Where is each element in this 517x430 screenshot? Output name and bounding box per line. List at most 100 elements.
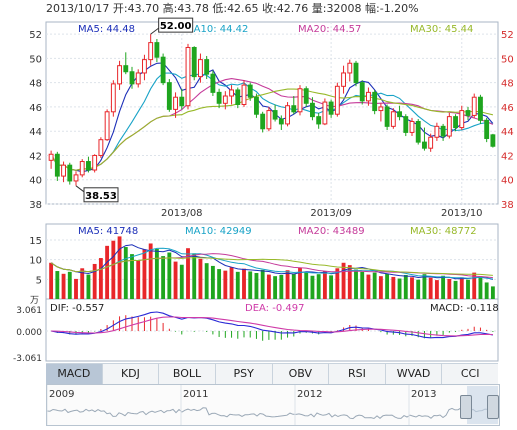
navigator-year-label: 2012 — [297, 389, 322, 400]
volume-bar — [478, 276, 483, 299]
price-ma-legend: MA10: 44.42 — [185, 24, 248, 35]
volume-bar — [397, 278, 402, 299]
macd-legend: MACD: -0.118 — [430, 303, 499, 314]
macd-legend: DIF: -0.557 — [50, 303, 104, 314]
tab-wvad[interactable]: WVAD — [386, 364, 443, 384]
volume-bar — [242, 268, 246, 299]
candle-body — [415, 120, 421, 143]
volume-tick: 10 — [29, 256, 42, 267]
navigator-year-label: 2011 — [183, 389, 208, 400]
candle-body — [260, 113, 266, 130]
price-ma-legend: MA5: 44.48 — [78, 24, 135, 35]
candle-body — [222, 95, 228, 104]
close-label: 收: — [262, 1, 277, 15]
volume-bar — [61, 273, 66, 299]
volume-bar — [329, 275, 334, 299]
volume-bar — [466, 279, 470, 299]
volume-bar — [142, 249, 147, 299]
tab-macd[interactable]: MACD — [46, 364, 103, 384]
quote-header: 2013/10/17 开:43.70 高:43.78 低:42.65 收:42.… — [46, 1, 419, 15]
tab-cci[interactable]: CCI — [460, 367, 480, 380]
volume-bar — [98, 258, 103, 299]
candle-body — [359, 82, 365, 102]
candle-body — [465, 110, 471, 116]
candle-body — [198, 59, 203, 78]
dif-line — [50, 311, 494, 339]
price-tick-left: 52 — [29, 30, 42, 41]
candle-body — [123, 65, 129, 73]
volume-bar — [198, 258, 203, 299]
volume-bar — [304, 272, 309, 299]
volume-bar — [447, 278, 452, 299]
candle-body — [341, 72, 346, 87]
candle-body — [440, 125, 446, 137]
volume-bar — [416, 279, 421, 299]
candle-body — [390, 111, 396, 127]
volume-bar — [316, 274, 321, 299]
volume-bar — [161, 256, 166, 299]
max-label-box — [158, 17, 194, 33]
price-tick-right: 50 — [501, 54, 514, 65]
candle-body — [334, 85, 340, 115]
navigator-right-handle[interactable] — [487, 395, 499, 419]
candle-body — [117, 65, 122, 85]
low-label: 低: — [212, 2, 227, 15]
max-pointer — [150, 27, 159, 35]
candle-body — [285, 105, 290, 125]
tab-psy[interactable]: PSY — [216, 364, 273, 384]
high-label: 高: — [163, 1, 178, 15]
price-ma-legend: MA30: 45.44 — [410, 24, 473, 35]
candle-body — [459, 110, 465, 129]
tab-kdj[interactable]: KDJ — [103, 364, 160, 384]
time-navigator[interactable]: 2009 2011 2012 2013 — [46, 384, 500, 426]
tab-obv[interactable]: OBV — [273, 364, 330, 384]
price-ma-legend: MA20: 44.57 — [298, 24, 361, 35]
macd-plot — [50, 311, 494, 341]
candle-body — [185, 46, 191, 107]
open-label: 开: — [113, 2, 128, 15]
volume-ma-lines — [50, 244, 494, 280]
price-tick-left: 46 — [29, 103, 42, 114]
candle-body — [166, 82, 172, 110]
navigator-year-label: 2013 — [411, 389, 436, 400]
tab-boll[interactable]: BOLL — [159, 364, 216, 384]
candle-body — [142, 59, 147, 74]
candle-body — [129, 71, 135, 85]
change-label: 幅: — [365, 2, 380, 15]
macd-panel — [45, 298, 499, 362]
macd-tick: -3.061 — [13, 354, 42, 364]
volume-label: 量: — [312, 2, 327, 15]
volume-bar — [123, 247, 128, 299]
legends: MA5: 44.48 MA10: 44.42 MA20: 44.57 MA30: 45… — [50, 24, 499, 314]
price-tick-right: 46 — [501, 103, 514, 114]
candle-body — [135, 72, 141, 85]
price-tick-left: 40 — [29, 176, 42, 187]
candle-body — [347, 62, 353, 74]
volume-bar — [173, 261, 178, 299]
volume-bar — [229, 267, 234, 299]
candle-body — [316, 116, 322, 125]
candle-body — [353, 62, 359, 84]
volume-bar — [111, 240, 116, 299]
candle-body — [98, 139, 104, 156]
volume-bar — [148, 243, 153, 299]
dea-line — [51, 316, 493, 337]
low-value: 42.65 — [227, 2, 259, 15]
volume-bar — [248, 271, 253, 299]
x-tick-label: 2013/10 — [441, 208, 483, 219]
navigator-left-handle[interactable] — [460, 395, 472, 419]
price-panel — [45, 21, 499, 205]
price-tick-left: 44 — [29, 127, 42, 138]
min-pointer — [75, 185, 85, 193]
tab-rsi[interactable]: RSI — [329, 364, 386, 384]
candle-body — [216, 91, 222, 104]
candle-body — [235, 89, 241, 106]
volume-bar — [354, 269, 358, 299]
candle-body — [73, 174, 79, 182]
candle-body — [434, 125, 440, 138]
quote-date: 2013/10/17 — [46, 2, 109, 15]
candle-body — [278, 118, 284, 125]
candle-body — [484, 119, 490, 139]
navigator-svg: 2009 2011 2012 2013 — [46, 385, 498, 425]
